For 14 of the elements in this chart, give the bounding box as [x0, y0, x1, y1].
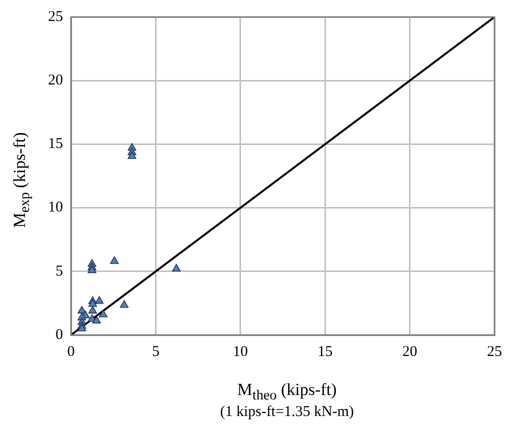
x-tick-label: 0: [67, 344, 75, 360]
x-tick-label: 25: [487, 344, 502, 360]
y-tick-label: 0: [56, 326, 63, 343]
y-tick-label: 20: [48, 72, 63, 89]
y-tick-label: 15: [48, 136, 63, 152]
y-tick-label: 5: [56, 263, 63, 280]
x-tick-label: 10: [232, 344, 248, 360]
text: (1 kips-ft=1.35 kN-m): [220, 404, 354, 421]
x-axis-title: M$_{theo}$ (kips-ft): [237, 380, 337, 404]
y-tick-label: 25: [48, 8, 63, 25]
x-tick-label: 15: [318, 344, 333, 360]
x-tick-label: 20: [402, 344, 418, 360]
x-tick-label: 5: [152, 344, 160, 360]
y-tick-label: 10: [48, 200, 63, 216]
